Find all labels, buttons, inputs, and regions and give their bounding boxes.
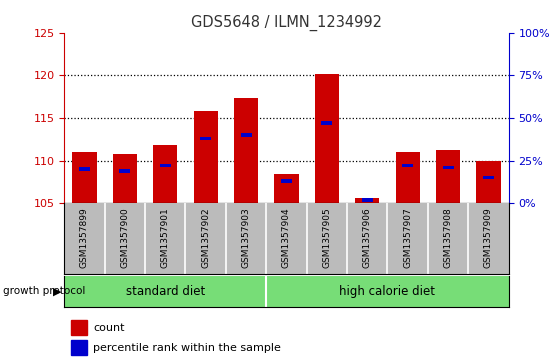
Text: GSM1357899: GSM1357899 (80, 207, 89, 268)
Bar (153, 145, 177, 203)
Bar (71, 320, 87, 335)
Bar (193, 111, 218, 203)
Text: GSM1357909: GSM1357909 (484, 207, 493, 268)
Text: GSM1357905: GSM1357905 (323, 207, 331, 268)
Text: high calorie diet: high calorie diet (339, 285, 435, 298)
Text: growth protocol: growth protocol (3, 286, 85, 296)
Bar (234, 98, 258, 203)
Bar (71, 340, 87, 355)
Text: GSM1357900: GSM1357900 (120, 207, 129, 268)
Text: GSM1357906: GSM1357906 (363, 207, 372, 268)
Bar (281, 179, 292, 183)
Text: GSM1357901: GSM1357901 (161, 207, 170, 268)
Bar (321, 121, 333, 125)
Bar (355, 198, 380, 203)
Bar (402, 164, 413, 167)
Bar (476, 160, 501, 203)
Text: percentile rank within the sample: percentile rank within the sample (93, 343, 281, 352)
Bar (443, 166, 453, 169)
Bar (274, 174, 299, 203)
Bar (72, 152, 97, 203)
Bar (113, 154, 137, 203)
Text: count: count (93, 323, 125, 333)
Bar (160, 164, 170, 167)
Bar (315, 74, 339, 203)
Bar (200, 137, 211, 140)
Bar (79, 167, 90, 171)
Text: GSM1357902: GSM1357902 (201, 207, 210, 268)
Bar (240, 133, 252, 137)
Text: ▶: ▶ (53, 286, 61, 296)
Text: GSM1357903: GSM1357903 (241, 207, 250, 268)
Title: GDS5648 / ILMN_1234992: GDS5648 / ILMN_1234992 (191, 15, 382, 31)
Text: standard diet: standard diet (126, 285, 205, 298)
Bar (396, 152, 420, 203)
Bar (362, 198, 373, 201)
Bar (120, 169, 130, 172)
Bar (436, 150, 460, 203)
Text: GSM1357907: GSM1357907 (403, 207, 412, 268)
Text: GSM1357908: GSM1357908 (444, 207, 453, 268)
Bar (483, 176, 494, 179)
Text: GSM1357904: GSM1357904 (282, 207, 291, 268)
